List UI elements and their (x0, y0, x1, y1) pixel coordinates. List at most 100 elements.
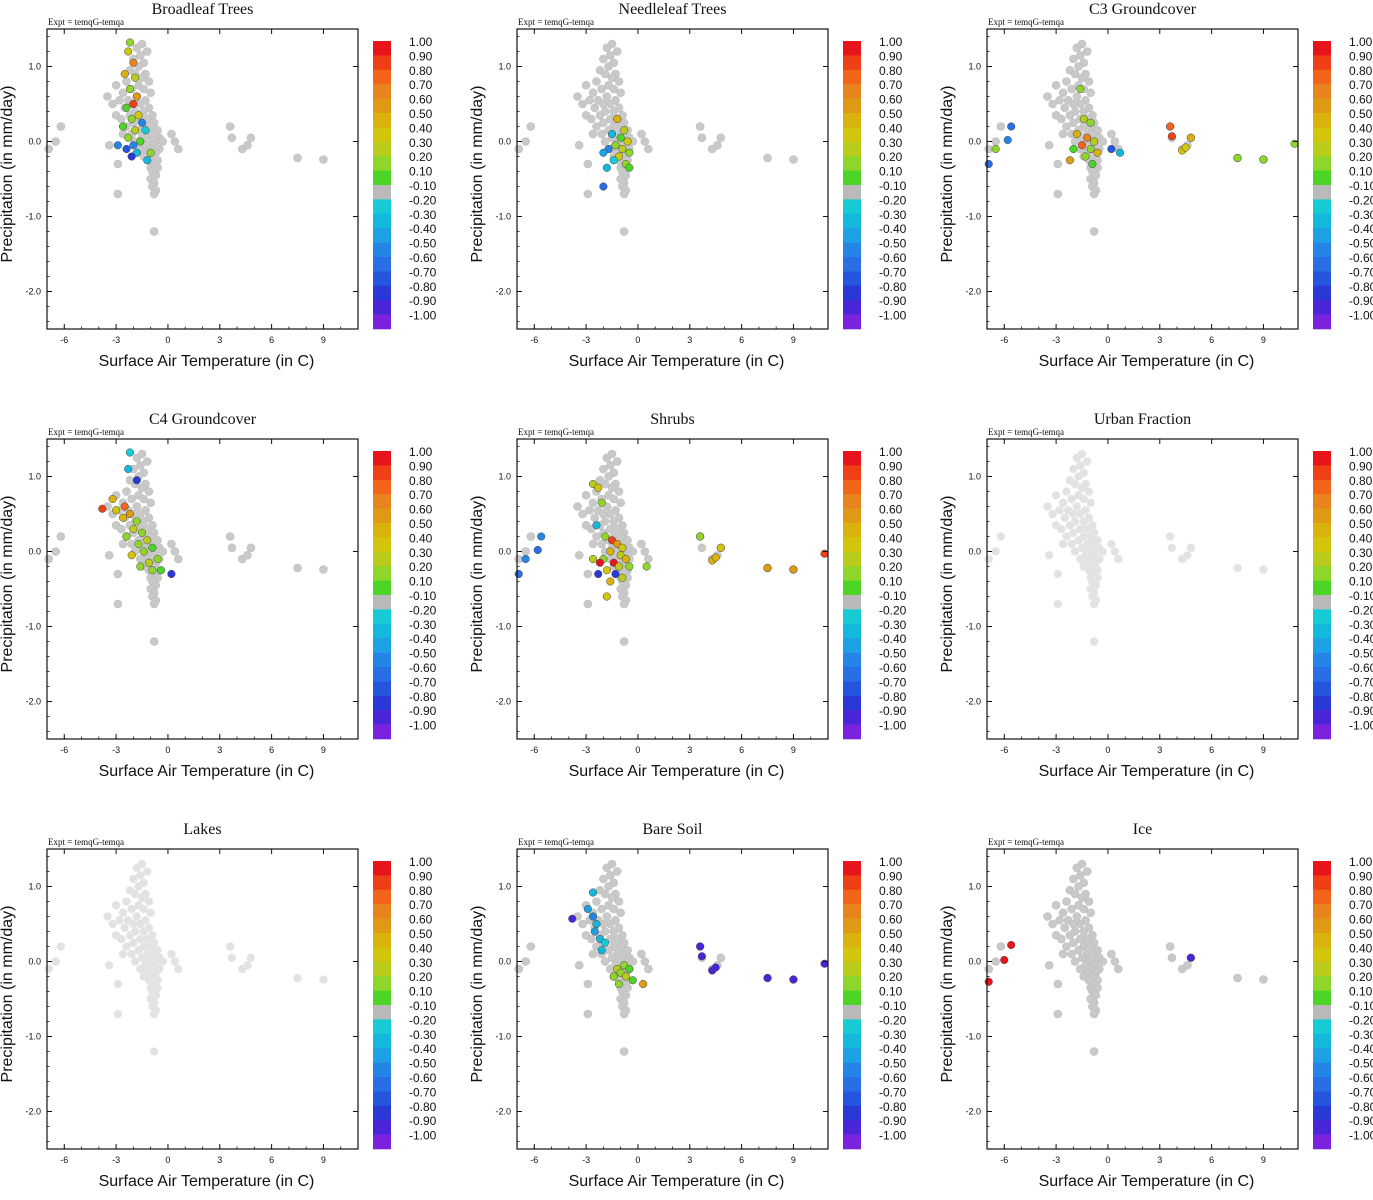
colorbar-label: 0.60 (409, 93, 433, 107)
background-point (1065, 520, 1075, 530)
background-point (592, 532, 601, 541)
x-tick-label: 3 (687, 1155, 692, 1165)
background-point (137, 953, 147, 963)
data-point (134, 111, 143, 120)
x-tick-label: 3 (1157, 1155, 1162, 1165)
y-axis-label: Precipitation (in mm/day) (0, 86, 16, 263)
data-point (146, 148, 155, 157)
colorbar-label: 0.60 (879, 93, 903, 107)
y-tick-label: -1.0 (495, 1032, 511, 1042)
colorbar-swatch (373, 918, 391, 934)
x-axis-label: Surface Air Temperature (in C) (99, 353, 315, 370)
data-point (143, 156, 152, 165)
background-point (174, 964, 183, 974)
panel-title: Ice (1133, 821, 1153, 838)
data-point (122, 532, 131, 541)
colorbar-label: -0.90 (879, 294, 907, 308)
background-point (1079, 517, 1089, 526)
colorbar-label: 0.10 (409, 165, 433, 179)
colorbar-swatch (373, 976, 391, 991)
data-point (1181, 143, 1190, 152)
data-point (1007, 122, 1016, 131)
colorbar-label: 0.50 (409, 927, 433, 941)
x-axis-label: Surface Air Temperature (in C) (569, 763, 785, 780)
colorbar-label: -0.50 (879, 237, 907, 251)
background-point (174, 144, 183, 154)
colorbar-swatch (1313, 141, 1331, 157)
panel-subtitle: Expt = temqG-temqa (988, 427, 1064, 437)
x-tick-label: 6 (739, 1155, 744, 1165)
colorbar-swatch (373, 667, 391, 682)
colorbar-label: -0.60 (409, 1071, 437, 1085)
colorbar-label: 0.70 (879, 898, 903, 912)
panel-title: Bare Soil (643, 821, 704, 838)
colorbar-label: -0.50 (1349, 237, 1373, 251)
colorbar-swatch (373, 1005, 391, 1020)
data-point (1186, 133, 1195, 142)
background-point (167, 949, 176, 959)
data-point (1093, 148, 1102, 157)
colorbar-label: 0.40 (1349, 941, 1373, 955)
data-point (514, 569, 523, 579)
colorbar-label: 0.10 (879, 165, 903, 179)
background-point (605, 460, 615, 470)
data-point (124, 47, 133, 56)
colorbar-label: 0.10 (409, 575, 433, 589)
colorbar-label: -0.20 (409, 603, 437, 617)
background-point (1048, 99, 1057, 109)
background-point (115, 95, 124, 105)
colorbar-swatch (373, 41, 391, 56)
background-point (789, 155, 798, 164)
colorbar-label: 0.20 (1349, 970, 1373, 984)
background-point (640, 137, 650, 146)
y-axis-label: Precipitation (in mm/day) (939, 496, 956, 673)
data-point (132, 476, 141, 485)
colorbar-swatch (373, 1134, 391, 1150)
background-point (132, 502, 142, 511)
colorbar-label: -0.50 (879, 647, 907, 661)
colorbar-label: -1.00 (1349, 309, 1373, 323)
y-tick-label: -1.0 (965, 622, 981, 632)
background-point (609, 517, 619, 526)
data-point (1081, 152, 1090, 161)
x-tick-label: 9 (791, 745, 796, 755)
colorbar-label: 1.00 (409, 35, 433, 49)
colorbar-swatch (373, 98, 391, 114)
colorbar-swatch (843, 976, 861, 991)
background-point (158, 957, 168, 966)
x-tick-label: -6 (60, 335, 68, 345)
background-point (1077, 73, 1087, 83)
background-point (1114, 964, 1123, 974)
background-point (144, 77, 154, 86)
panel-title: C3 Groundcover (1089, 1, 1197, 18)
background-point (573, 92, 582, 101)
colorbar-swatch (1313, 523, 1331, 538)
x-tick-label: 6 (739, 745, 744, 755)
colorbar-swatch (843, 1091, 861, 1107)
data-point (1259, 155, 1268, 164)
x-tick-label: 6 (269, 335, 274, 345)
background-point (1077, 483, 1087, 493)
colorbar-swatch (1313, 1062, 1331, 1078)
data-point (98, 504, 107, 513)
background-point (1069, 938, 1078, 948)
background-point (637, 539, 646, 549)
x-tick-label: 6 (269, 1155, 274, 1165)
colorbar-label: -0.10 (1349, 999, 1373, 1013)
x-axis-label: Surface Air Temperature (in C) (569, 353, 785, 370)
y-tick-label: 0.0 (28, 137, 41, 147)
colorbar-label: 0.10 (879, 985, 903, 999)
background-point (56, 122, 66, 131)
data-point (1077, 141, 1087, 150)
panel-title: Needleleaf Trees (619, 1, 727, 18)
x-tick-label: 6 (1209, 1155, 1214, 1165)
colorbar-label: -0.80 (409, 690, 437, 704)
colorbar-swatch (843, 947, 861, 963)
background-point (129, 919, 138, 929)
colorbar-label: -0.20 (879, 1013, 907, 1027)
background-point (1062, 532, 1071, 541)
background-point (583, 979, 593, 989)
x-tick-label: 6 (1209, 335, 1214, 345)
data-point (124, 464, 133, 474)
data-point (606, 577, 615, 586)
